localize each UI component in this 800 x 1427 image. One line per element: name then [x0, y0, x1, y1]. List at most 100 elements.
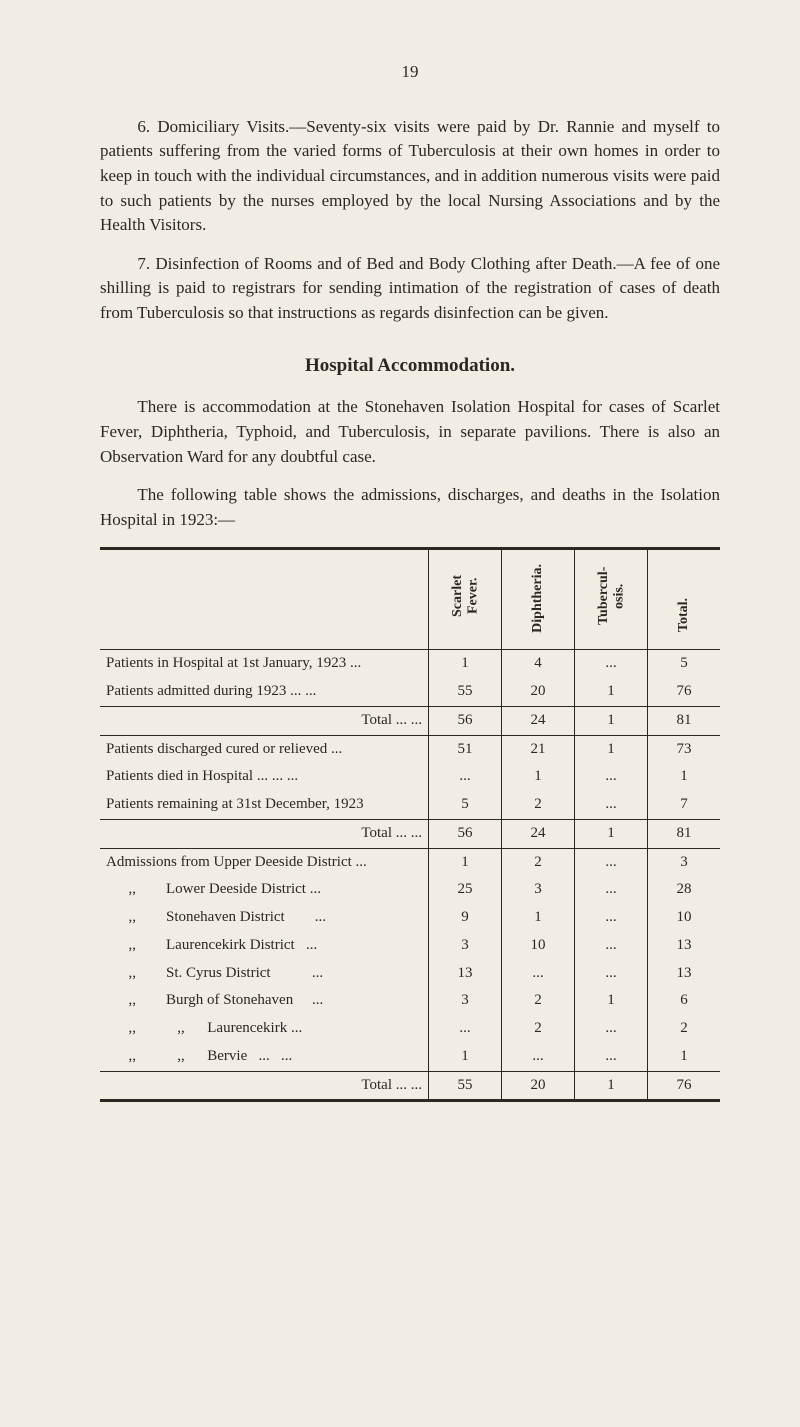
cell: ...	[575, 763, 648, 791]
cell: 5	[429, 791, 502, 819]
row-label: ,, ,, Laurencekirk ...	[100, 1015, 429, 1043]
cell: 1	[575, 1071, 648, 1101]
cell: ...	[575, 848, 648, 876]
cell: 1	[575, 735, 648, 763]
row-label: ,, ,, Bervie ... ...	[100, 1043, 429, 1071]
table-row: ,, ,, Bervie ... ... 1 ... ... 1	[100, 1043, 720, 1071]
cell: 10	[502, 932, 575, 960]
cell: 25	[429, 876, 502, 904]
row-label: Patients admitted during 1923 ... ...	[100, 678, 429, 706]
cell: 13	[648, 960, 721, 988]
row-label: ,, Laurencekirk District ...	[100, 932, 429, 960]
table-header-tuberculosis: Tubercul-osis.	[575, 548, 648, 650]
paragraph-table-intro: The following table shows the admissions…	[100, 483, 720, 532]
row-label: ,, Stonehaven District ...	[100, 904, 429, 932]
cell: 1	[648, 1043, 721, 1071]
cell: 3	[502, 876, 575, 904]
cell: 1	[575, 678, 648, 706]
cell: 2	[502, 848, 575, 876]
cell: 76	[648, 1071, 721, 1101]
cell: 1	[429, 848, 502, 876]
total-label: Total ... ...	[100, 706, 429, 735]
cell: ...	[575, 876, 648, 904]
total-label: Total ... ...	[100, 1071, 429, 1101]
table-row: Patients admitted during 1923 ... ... 55…	[100, 678, 720, 706]
col-label-total: Total.	[676, 592, 691, 638]
cell: 5	[648, 650, 721, 678]
table-row: Admissions from Upper Deeside District .…	[100, 848, 720, 876]
cell: 3	[648, 848, 721, 876]
row-label: Patients died in Hospital ... ... ...	[100, 763, 429, 791]
cell: ...	[575, 960, 648, 988]
table-row: Patients discharged cured or relieved ..…	[100, 735, 720, 763]
cell: 73	[648, 735, 721, 763]
row-label: Admissions from Upper Deeside District .…	[100, 848, 429, 876]
table-row: Patients died in Hospital ... ... ... ..…	[100, 763, 720, 791]
cell: 9	[429, 904, 502, 932]
row-label: Patients in Hospital at 1st January, 192…	[100, 650, 429, 678]
row-label: Patients remaining at 31st December, 192…	[100, 791, 429, 819]
cell: 20	[502, 1071, 575, 1101]
cell: 1	[502, 904, 575, 932]
cell: 2	[648, 1015, 721, 1043]
cell: 1	[575, 819, 648, 848]
cell: 24	[502, 819, 575, 848]
table-row: ,, Laurencekirk District ... 3 10 ... 13	[100, 932, 720, 960]
cell: ...	[502, 1043, 575, 1071]
table-row: ,, Burgh of Stonehaven ... 3 2 1 6	[100, 987, 720, 1015]
cell: 3	[429, 932, 502, 960]
cell: 1	[429, 650, 502, 678]
cell: 1	[575, 987, 648, 1015]
cell: 56	[429, 819, 502, 848]
cell: 1	[575, 706, 648, 735]
cell: 13	[429, 960, 502, 988]
cell: 4	[502, 650, 575, 678]
cell: 81	[648, 706, 721, 735]
cell: 51	[429, 735, 502, 763]
cell: 1	[648, 763, 721, 791]
section-heading: Hospital Accommodation.	[100, 352, 720, 380]
table-header-row: Scarlet Fever. Diphtheria. Tubercul-osis…	[100, 548, 720, 650]
table-header-diphtheria: Diphtheria.	[502, 548, 575, 650]
row-label: ,, St. Cyrus District ...	[100, 960, 429, 988]
cell: ...	[502, 960, 575, 988]
cell: 10	[648, 904, 721, 932]
total-label: Total ... ...	[100, 819, 429, 848]
cell: 76	[648, 678, 721, 706]
cell: 1	[502, 763, 575, 791]
cell: ...	[429, 1015, 502, 1043]
cell: 55	[429, 1071, 502, 1101]
cell: 20	[502, 678, 575, 706]
col-label-tuberculosis: Tubercul-osis.	[596, 553, 627, 639]
row-label: ,, Lower Deeside District ...	[100, 876, 429, 904]
cell: 1	[429, 1043, 502, 1071]
table-total-row: Total ... ... 55 20 1 76	[100, 1071, 720, 1101]
cell: 7	[648, 791, 721, 819]
table-header-scarlet: Scarlet Fever.	[429, 548, 502, 650]
cell: 28	[648, 876, 721, 904]
table-row: Patients in Hospital at 1st January, 192…	[100, 650, 720, 678]
cell: 24	[502, 706, 575, 735]
paragraph-7: 7. Disinfection of Rooms and of Bed and …	[100, 252, 720, 326]
table-header-blank	[100, 548, 429, 650]
cell: ...	[575, 904, 648, 932]
col-label-diphtheria: Diphtheria.	[530, 558, 545, 639]
cell: 55	[429, 678, 502, 706]
page: 19 6. Domiciliary Visits.—Seventy-six vi…	[0, 0, 800, 1427]
cell: 2	[502, 791, 575, 819]
table-total-row: Total ... ... 56 24 1 81	[100, 706, 720, 735]
cell: ...	[575, 1043, 648, 1071]
cell: 13	[648, 932, 721, 960]
hospital-table: Scarlet Fever. Diphtheria. Tubercul-osis…	[100, 547, 720, 1103]
table-header-total: Total.	[648, 548, 721, 650]
table-row: ,, St. Cyrus District ... 13 ... ... 13	[100, 960, 720, 988]
cell: 56	[429, 706, 502, 735]
cell: ...	[575, 650, 648, 678]
paragraph-accommodation: There is accommodation at the Stonehaven…	[100, 395, 720, 469]
row-label: Patients discharged cured or relieved ..…	[100, 735, 429, 763]
paragraph-6: 6. Domiciliary Visits.—Seventy-six visit…	[100, 115, 720, 238]
cell: ...	[575, 791, 648, 819]
cell: 2	[502, 987, 575, 1015]
table-row: Patients remaining at 31st December, 192…	[100, 791, 720, 819]
page-number: 19	[100, 60, 720, 85]
